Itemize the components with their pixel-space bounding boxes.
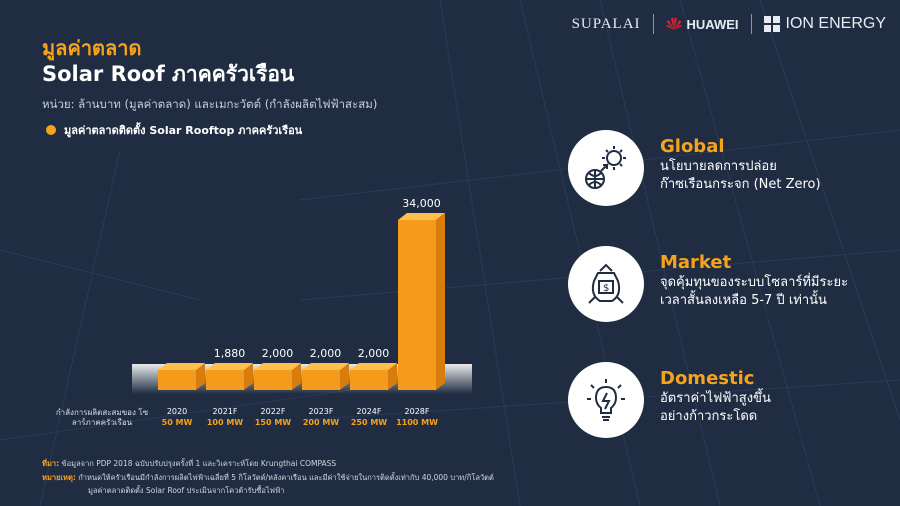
x-tick-label: 2024F [357, 407, 382, 416]
footnote-source-text: ข้อมูลจาก PDP 2018 ฉบับปรับปรุงครั้งที่ … [61, 459, 337, 468]
capacity-row-label: กำลังการผลิตสะสมของ โซลาร์ภาคครัวเรือน [52, 408, 152, 428]
feature-desc-line2: อย่างก้าวกระโดด [660, 409, 758, 424]
title-thai: มูลค่าตลาด [42, 36, 142, 60]
footnote-remark-text-2: มูลค่าตลาดติดตั้ง Solar Roof ประเมินจากโ… [88, 486, 285, 495]
huawei-logo: HUAWEI [665, 16, 739, 32]
bar-side-face [244, 363, 253, 390]
bar [398, 213, 445, 390]
x-tick-label: 2021F [213, 407, 238, 416]
bar-side-face [292, 363, 301, 390]
capacity-label: 150 MW [255, 418, 291, 427]
bar-front-face [254, 370, 292, 390]
supalai-logo: SUPALAI [571, 15, 641, 32]
bar-side-face [196, 363, 205, 390]
brand-divider [750, 14, 752, 34]
capacity-label: 200 MW [303, 418, 339, 427]
bar [350, 363, 397, 390]
feature-desc-line1: จุดคุ้มทุนของระบบโซลาร์ที่มีระยะ [660, 275, 849, 290]
bar-front-face [206, 370, 244, 390]
capacity-label: 1100 MW [396, 418, 438, 427]
bar-front-face [350, 370, 388, 390]
lightbulb-icon [568, 362, 644, 438]
footnote-remark-label: หมายเหตุ: [42, 473, 76, 482]
feature-desc-line1: นโยบายลดการปล่อย [660, 159, 777, 174]
feature-desc-line2: เวลาสั้นลงเหลือ 5-7 ปี เท่านั้น [660, 293, 827, 308]
feature-domestic: Domestic อัตราค่าไฟฟ้าสูงขึ้น อย่างก้าวก… [568, 362, 771, 438]
bar-top-face [254, 363, 301, 370]
unit-note: หน่วย: ล้านบาท (มูลค่าตลาด) และเมกะวัตต์… [42, 97, 378, 111]
bar-side-face [388, 363, 397, 390]
data-label: 2,000 [262, 347, 294, 360]
data-label: 1,880 [214, 347, 246, 360]
ion-energy-logo: ION ENERGY [763, 15, 886, 33]
legend-label: มูลค่าตลาดติดตั้ง Solar Rooftop ภาคครัวเ… [64, 124, 303, 137]
capacity-row-label-text: กำลังการผลิตสะสมของ โซลาร์ภาคครัวเรือน [55, 408, 149, 427]
x-tick-label: 2020 [167, 407, 187, 416]
data-label: 2,000 [310, 347, 342, 360]
ion-grid-icon [763, 16, 780, 32]
bar [206, 363, 253, 390]
footnote-source: ที่มา: ข้อมูลจาก PDP 2018 ฉบับปรับปรุงคร… [42, 458, 336, 470]
data-label: 34,000 [402, 197, 441, 210]
title-english: Solar Roof ภาคครัวเรือน [42, 62, 295, 86]
data-label: 2,000 [358, 347, 390, 360]
huawei-text: HUAWEI [686, 16, 739, 32]
bar [158, 363, 205, 390]
feature-market: $ Market จุดคุ้มทุนของระบบโซลาร์ที่มีระย… [568, 246, 848, 322]
bar-side-face [436, 213, 445, 390]
x-tick-label: 2028F [405, 407, 430, 416]
brand-divider [652, 14, 654, 34]
x-tick-label: 2023F [309, 407, 334, 416]
brand-bar: SUPALAI HUAWEI ION ENERGY [572, 14, 886, 34]
globe-sun-icon [568, 130, 644, 206]
x-tick-label: 2022F [261, 407, 286, 416]
footnote-remark-2: มูลค่าตลาดติดตั้ง Solar Roof ประเมินจากโ… [88, 485, 284, 497]
feature-title: Market [660, 252, 732, 273]
capacity-label: 250 MW [351, 418, 387, 427]
bar [302, 363, 349, 390]
feature-desc-line2: ก๊าซเรือนกระจก (Net Zero) [660, 177, 821, 192]
capacity-label: 100 MW [207, 418, 243, 427]
feature-global: Global นโยบายลดการปล่อย ก๊าซเรือนกระจก (… [568, 130, 821, 206]
bar-front-face [398, 220, 436, 390]
footnote-remark-text: กำหนดให้ครัวเรือนมีกำลังการผลิตไฟฟ้าเฉลี… [78, 473, 494, 482]
huawei-flower-icon [665, 17, 682, 30]
bar-top-face [398, 213, 445, 220]
feature-title: Global [660, 136, 725, 157]
ion-energy-text: ION ENERGY [785, 15, 886, 32]
feature-desc-line1: อัตราค่าไฟฟ้าสูงขึ้น [660, 391, 771, 406]
svg-text:$: $ [603, 283, 609, 294]
bar-chart: 2020 50 MW 1,880 2021F 100 MW 2,000 2022F 150 M… [132, 197, 472, 427]
bar-top-face [302, 363, 349, 370]
footnote-remark: หมายเหตุ: กำหนดให้ครัวเรือนมีกำลังการผลิ… [42, 472, 494, 484]
bar-top-face [206, 363, 253, 370]
bar-top-face [350, 363, 397, 370]
bar-side-face [340, 363, 349, 390]
bar-front-face [158, 370, 196, 390]
legend-dot [46, 125, 56, 135]
capacity-label: 50 MW [162, 418, 193, 427]
bar-top-face [158, 363, 205, 370]
bar [254, 363, 301, 390]
money-bag-icon: $ [568, 246, 644, 322]
feature-title: Domestic [660, 368, 755, 389]
footnote-source-label: ที่มา: [42, 459, 60, 468]
bar-front-face [302, 370, 340, 390]
legend: มูลค่าตลาดติดตั้ง Solar Rooftop ภาคครัวเ… [46, 121, 302, 139]
